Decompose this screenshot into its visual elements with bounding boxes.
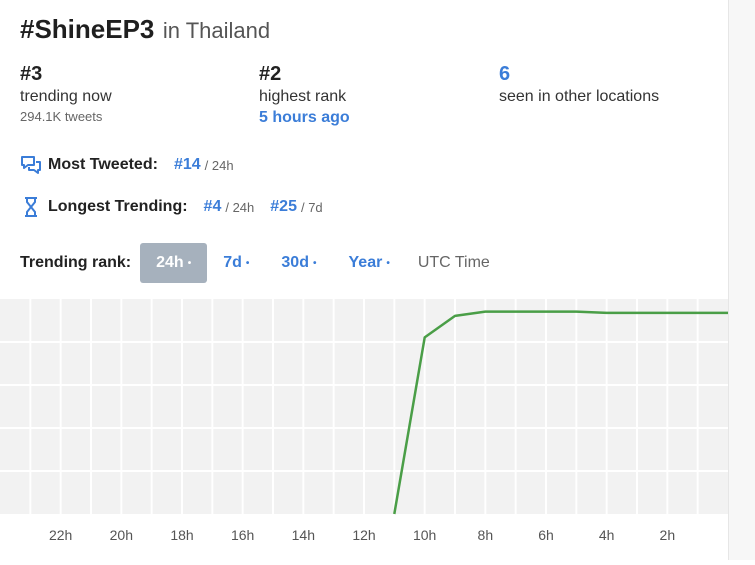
trending-rank-controls: Trending rank: 24h • 7d • 30d • Year • U… (20, 243, 490, 283)
most-tweeted-row: Most Tweeted: #14 / 24h (20, 154, 250, 176)
x-tick-label: 2h (660, 527, 676, 543)
x-tick-label: 12h (352, 527, 375, 543)
most-tweeted-rank-link[interactable]: #14 (173, 156, 201, 173)
chart-svg: 22h 20h 18h 16h 14h 12h 10h 8h 6h 4h 2h (0, 299, 728, 543)
x-tick-label: 20h (110, 527, 133, 543)
tab-24h-dot: • (187, 257, 192, 269)
trending-rank-label: Trending rank: (20, 254, 132, 271)
current-rank-value: #3 (20, 63, 43, 85)
chart-series (393, 310, 728, 515)
utc-time-label: UTC Time (417, 254, 490, 271)
x-tick-label: 10h (413, 527, 436, 543)
tab-7d[interactable]: 7d • (207, 243, 265, 283)
x-tick-label: 16h (231, 527, 254, 543)
tab-year-dot: • (386, 257, 390, 269)
trending-rank-chart[interactable]: 22h 20h 18h 16h 14h 12h 10h 8h 6h 4h 2h (0, 299, 728, 560)
most-tweeted-period: / 24h (204, 157, 234, 173)
page-title: #ShineEP3 in Thailand (20, 14, 270, 45)
longest-period-7d: / 7d (300, 199, 323, 215)
longest-rank-24h-link[interactable]: #4 (203, 198, 222, 215)
tab-7d-dot: • (245, 257, 250, 269)
current-rank-label: trending now (20, 88, 112, 105)
tab-30d[interactable]: 30d • (265, 243, 332, 283)
right-scrollbar[interactable] (728, 0, 755, 560)
tab-30d-dot: • (312, 257, 317, 269)
highest-rank-value: #2 (259, 63, 282, 85)
tab-year-label: Year (348, 254, 383, 271)
x-tick-label: 6h (538, 527, 554, 543)
longest-trending-row: Longest Trending: #4 / 24h #25 / 7d (20, 196, 339, 218)
x-tick-label: 18h (170, 527, 193, 543)
longest-trending-label: Longest Trending: (48, 198, 188, 215)
hashtag-title[interactable]: #ShineEP3 (20, 14, 155, 44)
tab-7d-label: 7d (223, 254, 242, 271)
stat-other-locations: 6 seen in other locations (499, 62, 659, 108)
highest-rank-label: highest rank (259, 88, 347, 105)
x-tick-label: 4h (599, 527, 615, 543)
chart-x-axis: 22h 20h 18h 16h 14h 12h 10h 8h 6h 4h 2h (49, 527, 675, 543)
most-tweeted-label: Most Tweeted: (48, 156, 158, 173)
location-label: in Thailand (162, 18, 271, 43)
rank-series-line (393, 310, 728, 515)
tab-24h[interactable]: 24h • (140, 243, 208, 283)
tab-24h-label: 24h (156, 254, 184, 271)
other-locations-count-link[interactable]: 6 (499, 63, 511, 85)
longest-rank-7d-link[interactable]: #25 (270, 198, 297, 215)
tab-year[interactable]: Year • (333, 243, 406, 283)
stat-highest-rank: #2 highest rank 5 hours ago (259, 62, 350, 128)
stat-current-rank: #3 trending now 294.1K tweets (20, 62, 112, 126)
highest-rank-time-link[interactable]: 5 hours ago (259, 109, 350, 126)
x-tick-label: 14h (292, 527, 315, 543)
x-tick-label: 22h (49, 527, 72, 543)
x-tick-label: 8h (478, 527, 494, 543)
longest-period-24h: / 24h (225, 199, 255, 215)
chart-grid (0, 299, 728, 514)
tweet-count: 294.1K tweets (20, 109, 103, 124)
trend-detail-panel: #ShineEP3 in Thailand #3 trending now 29… (0, 14, 728, 560)
tab-30d-label: 30d (281, 254, 309, 271)
hourglass-icon (20, 196, 42, 218)
other-locations-label: seen in other locations (499, 88, 660, 105)
chat-bubbles-icon (20, 154, 42, 176)
